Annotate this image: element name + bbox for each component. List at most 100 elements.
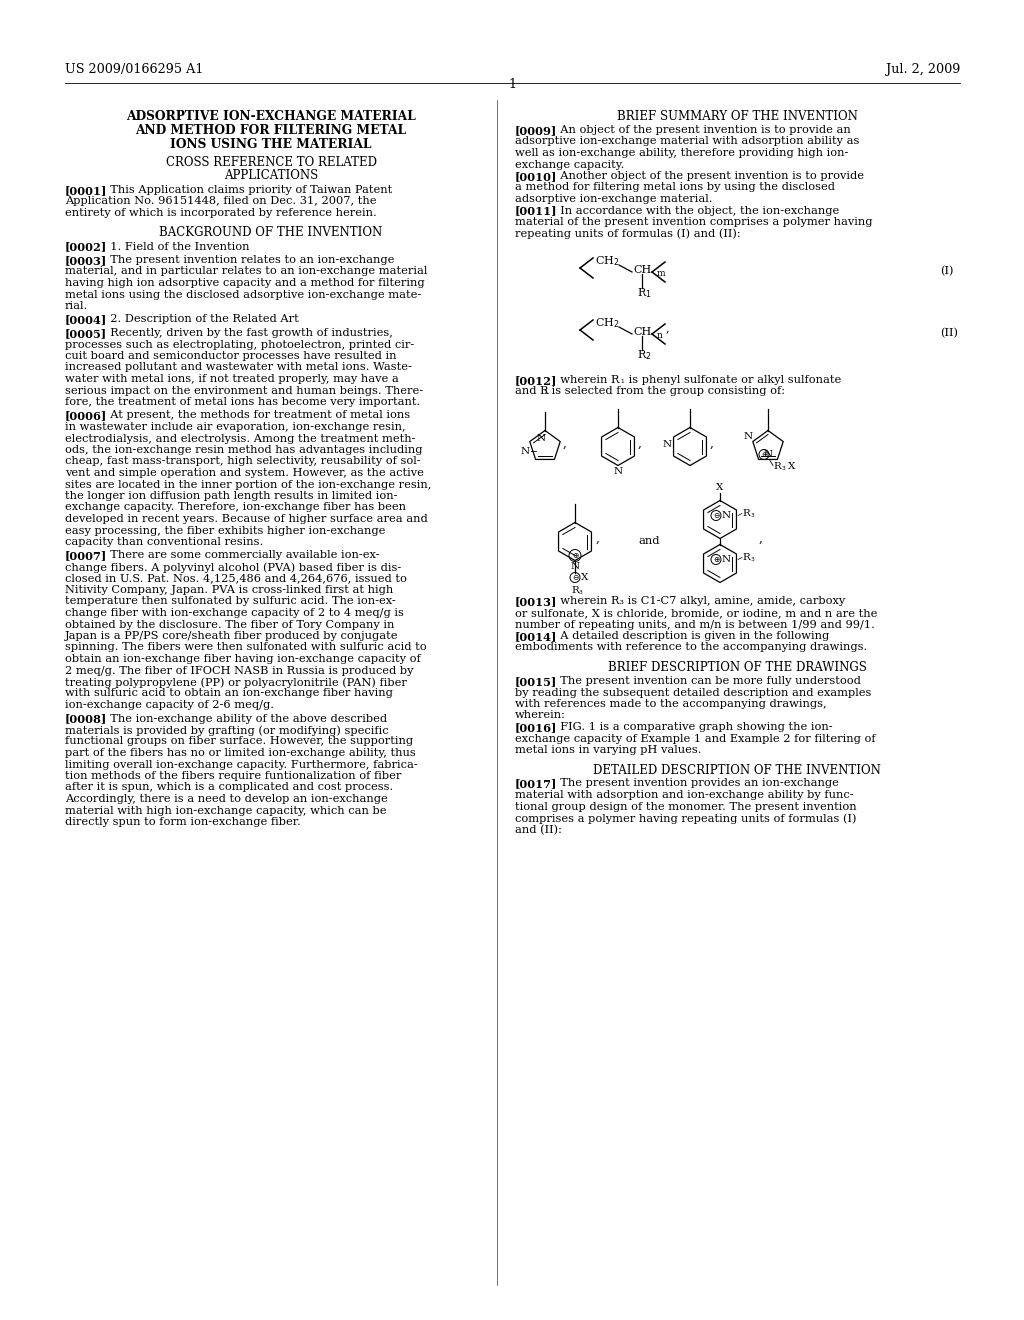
Text: N: N <box>663 440 672 449</box>
Text: There are some commercially available ion-ex-: There are some commercially available io… <box>103 550 380 561</box>
Text: tion methods of the fibers require funtionalization of fiber: tion methods of the fibers require funti… <box>65 771 401 781</box>
Text: R: R <box>773 462 780 471</box>
Text: ,: , <box>596 532 600 545</box>
Text: cuit board and semiconductor processes have resulted in: cuit board and semiconductor processes h… <box>65 351 396 360</box>
Text: [0009]: [0009] <box>515 125 557 136</box>
Text: $\oplus$: $\oplus$ <box>713 554 721 564</box>
Text: APPLICATIONS: APPLICATIONS <box>224 169 318 182</box>
Text: [0012]: [0012] <box>515 375 557 385</box>
Text: wherein R: wherein R <box>553 375 620 385</box>
Text: $_1$: $_1$ <box>620 378 626 385</box>
Text: Nitivity Company, Japan. PVA is cross-linked first at high: Nitivity Company, Japan. PVA is cross-li… <box>65 585 393 595</box>
Text: embodiments with reference to the accompanying drawings.: embodiments with reference to the accomp… <box>515 643 867 652</box>
Text: N: N <box>722 511 731 520</box>
Text: $\oplus$: $\oplus$ <box>761 450 769 459</box>
Text: ods, the ion-exchange resin method has advantages including: ods, the ion-exchange resin method has a… <box>65 445 423 455</box>
Text: A detailed description is given in the following: A detailed description is given in the f… <box>553 631 829 642</box>
Text: $\oplus$: $\oplus$ <box>572 550 580 560</box>
Text: n: n <box>657 331 663 341</box>
Text: [0017]: [0017] <box>515 779 557 789</box>
Text: Japan is a PP/PS core/sheath fiber produced by conjugate: Japan is a PP/PS core/sheath fiber produ… <box>65 631 398 642</box>
Text: temperature then sulfonated by sulfuric acid. The ion-ex-: temperature then sulfonated by sulfuric … <box>65 597 395 606</box>
Text: wherein R₃ is C1-C7 alkyl, amine, amide, carboxy: wherein R₃ is C1-C7 alkyl, amine, amide,… <box>553 597 845 606</box>
Text: easy processing, the fiber exhibits higher ion-exchange: easy processing, the fiber exhibits high… <box>65 525 385 536</box>
Text: a method for filtering metal ions by using the disclosed: a method for filtering metal ions by usi… <box>515 182 835 193</box>
Text: and: and <box>638 536 659 546</box>
Text: water with metal ions, if not treated properly, may have a: water with metal ions, if not treated pr… <box>65 374 398 384</box>
Text: obtained by the disclosure. The fiber of Tory Company in: obtained by the disclosure. The fiber of… <box>65 619 394 630</box>
Text: R: R <box>742 553 750 562</box>
Text: increased pollutant and wastewater with metal ions. Waste-: increased pollutant and wastewater with … <box>65 363 412 372</box>
Text: material with adsorption and ion-exchange ability by func-: material with adsorption and ion-exchang… <box>515 789 854 800</box>
Text: after it is spun, which is a complicated and cost process.: after it is spun, which is a complicated… <box>65 783 393 792</box>
Text: number of repeating units, and m/n is between 1/99 and 99/1.: number of repeating units, and m/n is be… <box>515 619 874 630</box>
Text: N: N <box>571 562 581 572</box>
Text: [0015]: [0015] <box>515 676 557 686</box>
Text: 2. Description of the Related Art: 2. Description of the Related Art <box>103 314 299 325</box>
Text: ion-exchange capacity of 2-6 meq/g.: ion-exchange capacity of 2-6 meq/g. <box>65 700 274 710</box>
Text: $_3$: $_3$ <box>578 587 584 597</box>
Text: ,: , <box>638 437 642 450</box>
Text: or sulfonate, X is chloride, bromide, or iodine, m and n are the: or sulfonate, X is chloride, bromide, or… <box>515 609 878 618</box>
Text: repeating units of formulas (I) and (II):: repeating units of formulas (I) and (II)… <box>515 228 740 239</box>
Text: (II): (II) <box>940 327 958 338</box>
Text: At present, the methods for treatment of metal ions: At present, the methods for treatment of… <box>103 411 411 421</box>
Text: material of the present invention comprises a polymer having: material of the present invention compri… <box>515 216 872 227</box>
Text: adsorptive ion-exchange material with adsorption ability as: adsorptive ion-exchange material with ad… <box>515 136 859 147</box>
Text: Application No. 96151448, filed on Dec. 31, 2007, the: Application No. 96151448, filed on Dec. … <box>65 197 377 206</box>
Text: electrodialysis, and electrolysis. Among the treatment meth-: electrodialysis, and electrolysis. Among… <box>65 433 416 444</box>
Text: [0008]: [0008] <box>65 714 108 725</box>
Text: [0004]: [0004] <box>65 314 108 326</box>
Text: [0005]: [0005] <box>65 327 108 339</box>
Text: material with high ion-exchange capacity, which can be: material with high ion-exchange capacity… <box>65 805 386 816</box>
Text: with references made to the accompanying drawings,: with references made to the accompanying… <box>515 700 826 709</box>
Text: In accordance with the object, the ion-exchange: In accordance with the object, the ion-e… <box>553 206 840 215</box>
Text: ADSORPTIVE ION-EXCHANGE MATERIAL: ADSORPTIVE ION-EXCHANGE MATERIAL <box>126 110 416 123</box>
Text: limiting overall ion-exchange capacity. Furthermore, fabrica-: limiting overall ion-exchange capacity. … <box>65 759 418 770</box>
Text: materials is provided by grafting (or modifying) specific: materials is provided by grafting (or mo… <box>65 725 389 735</box>
Text: Accordingly, there is a need to develop an ion-exchange: Accordingly, there is a need to develop … <box>65 795 388 804</box>
Text: capacity than conventional resins.: capacity than conventional resins. <box>65 537 263 546</box>
Text: $_3$: $_3$ <box>781 465 786 473</box>
Text: ,: , <box>759 532 763 545</box>
Text: N: N <box>764 450 773 459</box>
Text: The ion-exchange ability of the above described: The ion-exchange ability of the above de… <box>103 714 387 723</box>
Text: serious impact on the environment and human beings. There-: serious impact on the environment and hu… <box>65 385 423 396</box>
Text: obtain an ion-exchange fiber having ion-exchange capacity of: obtain an ion-exchange fiber having ion-… <box>65 653 421 664</box>
Text: US 2009/0166295 A1: US 2009/0166295 A1 <box>65 63 204 77</box>
Text: Another object of the present invention is to provide: Another object of the present invention … <box>553 172 864 181</box>
Text: cheap, fast mass-transport, high selectivity, reusability of sol-: cheap, fast mass-transport, high selecti… <box>65 457 421 466</box>
Text: [0003]: [0003] <box>65 255 108 267</box>
Text: FIG. 1 is a comparative graph showing the ion-: FIG. 1 is a comparative graph showing th… <box>553 722 833 733</box>
Text: The present invention relates to an ion-exchange: The present invention relates to an ion-… <box>103 255 394 265</box>
Text: and R: and R <box>515 387 549 396</box>
Text: R: R <box>571 586 579 595</box>
Text: [0010]: [0010] <box>515 172 557 182</box>
Text: AND METHOD FOR FILTERING METAL: AND METHOD FOR FILTERING METAL <box>135 124 407 137</box>
Text: X: X <box>716 483 723 492</box>
Text: R$_2$: R$_2$ <box>637 348 651 362</box>
Text: directly spun to form ion-exchange fiber.: directly spun to form ion-exchange fiber… <box>65 817 301 828</box>
Text: [0011]: [0011] <box>515 206 557 216</box>
Text: is phenyl sulfonate or alkyl sulfonate: is phenyl sulfonate or alkyl sulfonate <box>625 375 842 385</box>
Text: [0001]: [0001] <box>65 185 108 195</box>
Text: CROSS REFERENCE TO RELATED: CROSS REFERENCE TO RELATED <box>166 156 377 169</box>
Text: BRIEF DESCRIPTION OF THE DRAWINGS: BRIEF DESCRIPTION OF THE DRAWINGS <box>607 661 866 675</box>
Text: $\ominus$: $\ominus$ <box>572 573 580 582</box>
Text: comprises a polymer having repeating units of formulas (I): comprises a polymer having repeating uni… <box>515 813 856 824</box>
Text: [0006]: [0006] <box>65 411 108 421</box>
Text: 2 meq/g. The fiber of IFOCH NASB in Russia is produced by: 2 meq/g. The fiber of IFOCH NASB in Russ… <box>65 665 414 676</box>
Text: adsorptive ion-exchange material.: adsorptive ion-exchange material. <box>515 194 713 205</box>
Text: [0002]: [0002] <box>65 242 108 252</box>
Text: exchange capacity of Example 1 and Example 2 for filtering of: exchange capacity of Example 1 and Examp… <box>515 734 876 743</box>
Text: IONS USING THE MATERIAL: IONS USING THE MATERIAL <box>170 139 372 150</box>
Text: Jul. 2, 2009: Jul. 2, 2009 <box>886 63 961 77</box>
Text: fore, the treatment of metal ions has become very important.: fore, the treatment of metal ions has be… <box>65 397 420 407</box>
Text: functional groups on fiber surface. However, the supporting: functional groups on fiber surface. Howe… <box>65 737 413 747</box>
Text: treating polypropylene (PP) or polyacrylonitrile (PAN) fiber: treating polypropylene (PP) or polyacryl… <box>65 677 407 688</box>
Text: ,: , <box>563 437 567 450</box>
Text: material, and in particular relates to an ion-exchange material: material, and in particular relates to a… <box>65 267 427 276</box>
Text: entirety of which is incorporated by reference herein.: entirety of which is incorporated by ref… <box>65 209 377 218</box>
Text: [0016]: [0016] <box>515 722 557 733</box>
Text: (I): (I) <box>940 265 953 276</box>
